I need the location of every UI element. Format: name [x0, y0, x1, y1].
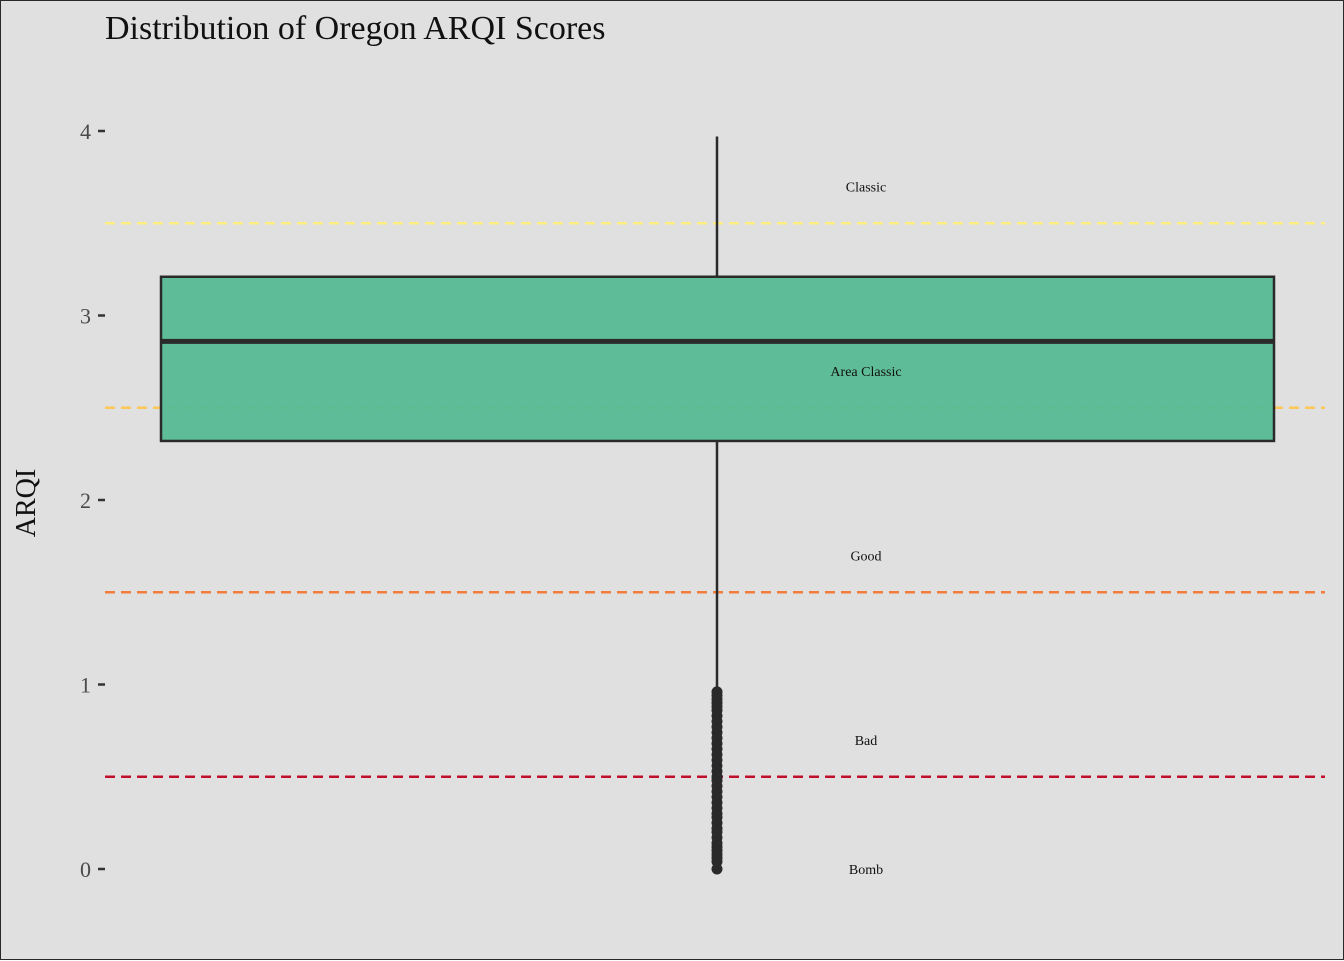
y-axis-label: ARQI [11, 469, 42, 537]
band-label-4: Bomb [849, 863, 883, 878]
band-label-1: Area Classic [830, 365, 901, 380]
band-labels: Classic Area Classic Good Bad Bomb [830, 180, 901, 878]
y-tick-label-2: 2 [80, 488, 91, 513]
iqr-box [159, 275, 1276, 443]
chart-title: Distribution of Oregon ARQI Scores [105, 10, 606, 47]
y-tick-label-0: 0 [80, 857, 91, 882]
outlier-point-36 [711, 686, 723, 698]
y-tick-label-3: 3 [80, 304, 91, 329]
boxplot [159, 136, 1276, 689]
y-tick-label-1: 1 [80, 673, 91, 698]
band-label-3: Bad [855, 734, 878, 749]
band-label-2: Good [850, 549, 881, 564]
y-axis: 0 1 2 3 4 [80, 119, 105, 882]
outliers [711, 686, 723, 875]
y-tick-label-4: 4 [80, 119, 91, 144]
band-label-0: Classic [846, 180, 886, 195]
